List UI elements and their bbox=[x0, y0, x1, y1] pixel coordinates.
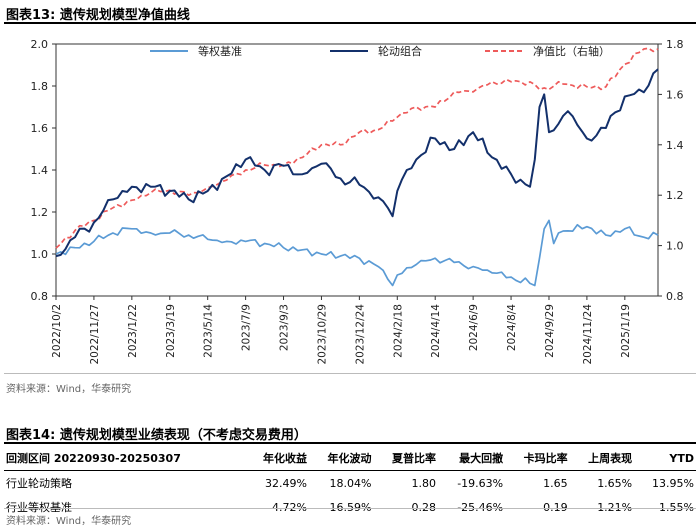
figure14-rule bbox=[4, 442, 696, 444]
x-axis-tick-label: 2024/8/4 bbox=[506, 304, 518, 351]
nav-chart: 0.8 1.0 1.2 1.4 1.6 1.8 2.0 0.8 1.0 1.2 1.4 1.6 1.8 2… bbox=[31, 38, 684, 365]
legend-label-2: 净值比（右轴） bbox=[533, 44, 610, 58]
x-axis-tick-label: 2024/2/18 bbox=[392, 304, 404, 358]
x-axis-tick-label: 2024/9/29 bbox=[544, 304, 556, 358]
x-axis-tick-label: 2023/12/24 bbox=[354, 304, 366, 365]
table-row: 行业等权基准 4.72% 16.59% 0.28 -25.46% 0.19 1.… bbox=[4, 495, 696, 519]
col-max-drawdown: 最大回撤 bbox=[459, 452, 504, 465]
figure14-bottom-rule bbox=[4, 508, 696, 509]
right-axis-tick-label: 1.0 bbox=[666, 240, 684, 253]
x-axis-tick-label: 2023/1/22 bbox=[127, 304, 139, 358]
left-axis-tick-label: 2.0 bbox=[31, 38, 49, 51]
table-cell: 行业等权基准 bbox=[6, 501, 72, 514]
figure13-title: 图表13: 遗传规划模型净值曲线 bbox=[6, 4, 190, 23]
col-annual-return: 年化收益 bbox=[262, 452, 307, 465]
table-cell: 1.65 bbox=[543, 476, 568, 490]
table-cell: 16.59% bbox=[329, 500, 372, 514]
x-axis-tick-label: 2023/3/19 bbox=[165, 304, 177, 358]
left-axis-tick-label: 1.8 bbox=[31, 80, 49, 93]
table-header-row: 回测区间 20220930-20250307 年化收益 年化波动 夏普比率 最大… bbox=[4, 446, 696, 471]
right-axis-tick-label: 1.4 bbox=[666, 139, 684, 152]
left-axis-tick-label: 1.0 bbox=[31, 248, 49, 261]
table-cell: 1.80 bbox=[411, 476, 437, 490]
left-axis-tick-label: 1.6 bbox=[31, 122, 49, 135]
right-axis-tick-label: 1.6 bbox=[666, 88, 684, 101]
right-axis-tick-label: 0.8 bbox=[666, 290, 684, 303]
table-cell: 1.21% bbox=[597, 500, 633, 514]
table-cell: 18.04% bbox=[329, 476, 372, 490]
x-axis-tick-label: 2023/9/3 bbox=[279, 304, 291, 351]
x-axis-tick-label: 2025/1/19 bbox=[620, 304, 632, 358]
legend-label-0: 等权基准 bbox=[198, 44, 242, 58]
plot-frame bbox=[55, 43, 659, 297]
x-axis-tick-label: 2023/10/29 bbox=[316, 304, 328, 365]
col-ytd: YTD bbox=[669, 451, 694, 465]
figure13-bottom-rule bbox=[4, 373, 696, 374]
x-axis-tick-label: 2024/6/9 bbox=[468, 304, 480, 351]
series-line-0 bbox=[55, 219, 659, 287]
right-axis-tick-label: 1.8 bbox=[666, 38, 684, 51]
series-line-1 bbox=[55, 68, 659, 258]
table-cell: -25.46% bbox=[457, 500, 504, 514]
table-cell: -19.63% bbox=[457, 476, 504, 490]
x-axis-tick-label: 2022/11/27 bbox=[89, 304, 101, 365]
x-axis-tick-label: 2023/7/9 bbox=[241, 304, 253, 351]
table-cell: 0.19 bbox=[543, 500, 568, 514]
figure14-label: 图表14: bbox=[6, 428, 56, 443]
figure13-label: 图表13: bbox=[6, 8, 56, 23]
chart-axes: 0.8 1.0 1.2 1.4 1.6 1.8 2.0 0.8 1.0 1.2 1.4 1.6 1.8 2… bbox=[31, 38, 684, 365]
x-axis-tick-label: 2023/5/14 bbox=[203, 304, 215, 358]
table-row: 行业轮动策略 32.49% 18.04% 1.80 -19.63% 1.65 1… bbox=[4, 471, 696, 496]
table-cell: 0.28 bbox=[411, 500, 437, 514]
table-cell: 4.72% bbox=[272, 500, 307, 514]
left-axis-tick-label: 1.4 bbox=[31, 164, 49, 177]
col-annual-vol: 年化波动 bbox=[327, 452, 372, 465]
col-period: 回测区间 20220930-20250307 bbox=[6, 452, 181, 465]
figure13-title-text: 遗传规划模型净值曲线 bbox=[59, 8, 190, 23]
col-calmar: 卡玛比率 bbox=[523, 452, 568, 465]
legend-label-1: 轮动组合 bbox=[378, 44, 422, 58]
table-cell: 32.49% bbox=[265, 476, 307, 490]
figure14-title: 图表14: 遗传规划模型业绩表现（不考虑交易费用） bbox=[6, 424, 307, 443]
table-cell: 13.95% bbox=[652, 476, 694, 490]
x-axis-tick-label: 2024/11/24 bbox=[582, 304, 594, 365]
table-cell: 1.55% bbox=[659, 500, 694, 514]
x-axis-tick-label: 2024/4/14 bbox=[430, 304, 442, 358]
performance-table: 回测区间 20220930-20250307 年化收益 年化波动 夏普比率 最大… bbox=[4, 446, 696, 519]
series-line-2 bbox=[55, 47, 659, 249]
left-axis-tick-label: 1.2 bbox=[31, 206, 49, 219]
chart-series bbox=[55, 47, 659, 287]
table-cell: 行业轮动策略 bbox=[6, 477, 72, 490]
figure13-rule bbox=[4, 22, 696, 24]
left-axis-tick-label: 0.8 bbox=[31, 290, 49, 303]
table-cell: 1.65% bbox=[597, 476, 633, 490]
right-axis-tick-label: 1.2 bbox=[666, 189, 684, 202]
col-sharpe: 夏普比率 bbox=[392, 452, 436, 465]
x-axis-tick-label: 2022/10/2 bbox=[51, 304, 63, 358]
figure14-source: 资料来源：Wind，华泰研究 bbox=[6, 516, 132, 527]
chart-legend: 等权基准 轮动组合 净值比（右轴） bbox=[150, 44, 610, 58]
col-last-week: 上周表现 bbox=[588, 452, 633, 465]
figure13-source: 资料来源：Wind，华泰研究 bbox=[6, 384, 132, 395]
figure14-title-text: 遗传规划模型业绩表现（不考虑交易费用） bbox=[59, 428, 307, 443]
